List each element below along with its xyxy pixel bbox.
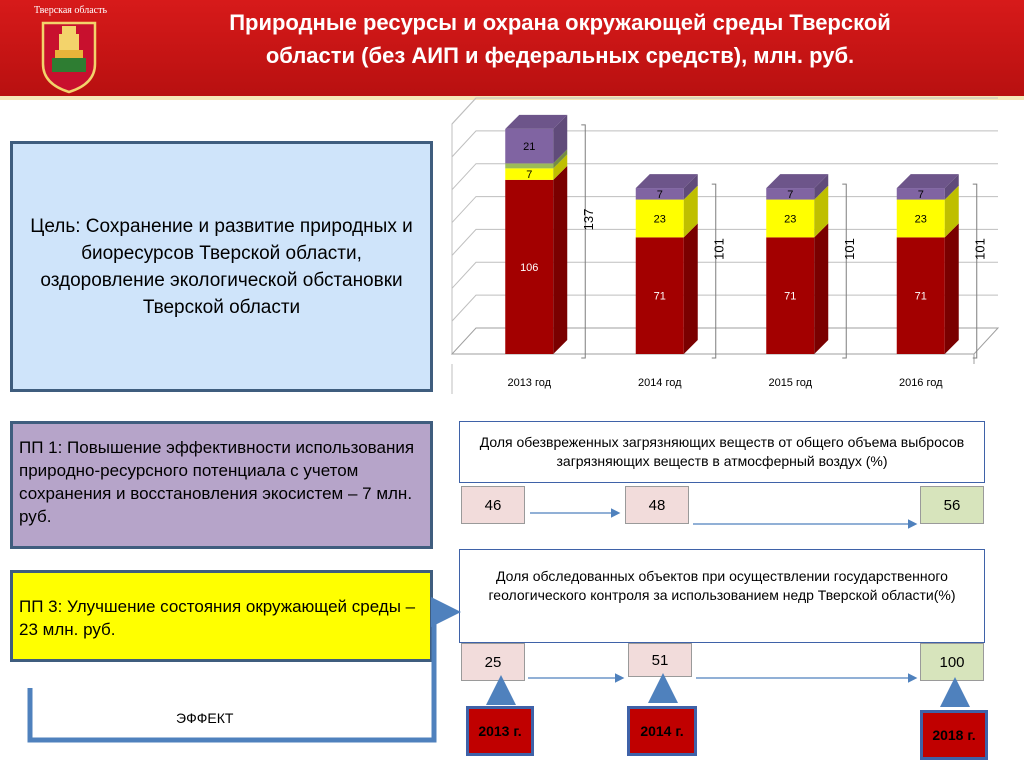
year-box-2014: 2014 г.	[627, 706, 697, 756]
bar-side	[814, 174, 829, 200]
bar-segment	[505, 163, 554, 169]
bar-value-label: 71	[654, 291, 666, 303]
bar-top	[766, 174, 829, 189]
bar-total-label: 137	[581, 209, 596, 231]
indicator-2-value-2013: 25	[461, 643, 525, 681]
total-bracket	[711, 183, 717, 359]
pp1-text: ПП 1: Повышение эффективности использова…	[19, 438, 415, 526]
bar-value-label: 71	[784, 291, 796, 303]
bar-value-label: 7	[657, 189, 663, 201]
chart-gridline	[451, 97, 998, 125]
bar-side	[944, 185, 959, 238]
chart-labels: 106 7 21 2013 год 137 71 23 7 2014 год 101 71 23 7 20…	[507, 124, 988, 389]
bar-value-label: 23	[654, 213, 666, 225]
indicator-2-value-2014: 51	[628, 643, 692, 677]
pp3-box: ПП 3: Улучшение состояния окружающей сре…	[10, 570, 433, 662]
total-bracket	[842, 183, 847, 359]
pp3-text: ПП 3: Улучшение состояния окружающей сре…	[19, 597, 416, 639]
indicator-2-value-2018: 100	[920, 643, 984, 681]
bar-value-label: 106	[520, 262, 538, 274]
chart-gridline	[451, 130, 998, 158]
bar-total-label: 101	[973, 238, 988, 260]
chart-bars	[505, 114, 959, 354]
chart-gridline	[451, 163, 998, 191]
bar-segment	[635, 188, 684, 200]
bar-side	[814, 223, 829, 354]
year-box-2013: 2013 г.	[466, 706, 534, 756]
bar-side	[944, 223, 959, 354]
bar-segment	[766, 199, 815, 238]
category-label: 2014 год	[638, 377, 682, 389]
goal-box: Цель: Сохранение и развитие природных и …	[10, 141, 433, 392]
bar-segment	[635, 199, 684, 238]
goal-text: Цель: Сохранение и развитие природных и …	[30, 215, 413, 318]
category-label: 2013 год	[507, 377, 551, 389]
bar-segment	[896, 237, 945, 354]
bar-segment	[766, 188, 815, 200]
category-label: 2015 год	[768, 377, 812, 389]
indicator-1-value-2013: 46	[461, 486, 525, 524]
year-box-2018: 2018 г.	[920, 710, 988, 760]
bar-value-label: 71	[915, 291, 927, 303]
bar-side	[944, 174, 959, 200]
bar-segment	[505, 168, 554, 180]
bar-top	[505, 114, 568, 129]
total-bracket	[581, 124, 586, 359]
title-line-1: Природные ресурсы и охрана окружающей ср…	[229, 10, 891, 35]
bar-segment	[635, 237, 684, 354]
bar-top	[635, 174, 698, 189]
bar-side	[553, 154, 568, 180]
indicator-1-value-2014: 48	[625, 486, 689, 524]
indicator-1-box: Доля обезвреженных загрязняющих веществ …	[459, 421, 985, 483]
region-label: Тверская область	[34, 5, 108, 16]
bar-value-label: 21	[523, 141, 535, 153]
coat-of-arms-icon	[41, 21, 97, 94]
bar-side	[553, 114, 568, 164]
indicator-2-title: Доля обследованных объектов при осуществ…	[488, 568, 956, 603]
pp1-box: ПП 1: Повышение эффективности использова…	[10, 421, 433, 549]
total-bracket	[972, 183, 978, 359]
indicator-1-title: Доля обезвреженных загрязняющих веществ …	[479, 434, 965, 469]
bar-total-label: 101	[842, 238, 857, 260]
bar-value-label: 7	[918, 189, 924, 201]
bar-value-label: 23	[915, 213, 927, 225]
bar-segment	[766, 237, 815, 354]
indicator-1-value-2018: 56	[920, 486, 984, 524]
bar-total-label: 101	[712, 238, 727, 260]
funding-bar-chart: 106 7 21 2013 год 137 71 23 7 2014 год 101 71 23 7 20…	[450, 97, 1000, 394]
bar-segment	[896, 199, 945, 238]
bar-segment	[896, 188, 945, 200]
bar-side	[683, 223, 698, 354]
chart-left-wall	[451, 97, 477, 354]
bar-value-label: 7	[526, 169, 532, 181]
category-label: 2016 год	[899, 377, 943, 389]
bar-side	[814, 185, 829, 238]
chart-frame	[450, 97, 1000, 394]
effect-label: ЭФФЕКТ	[176, 710, 234, 726]
bar-side	[553, 165, 568, 354]
bar-side	[553, 149, 568, 169]
bar-segment	[505, 128, 554, 164]
bar-side	[683, 174, 698, 200]
title-line-2: области (без АИП и федеральных средств),…	[265, 43, 855, 68]
bar-value-label: 23	[784, 213, 796, 225]
bar-segment	[505, 179, 554, 354]
bar-top	[896, 174, 959, 189]
bar-value-label: 7	[787, 189, 793, 201]
indicator-2-box: Доля обследованных объектов при осуществ…	[459, 549, 985, 643]
bar-side	[683, 185, 698, 238]
page-title: Природные ресурсы и охрана окружающей ср…	[120, 6, 1000, 72]
